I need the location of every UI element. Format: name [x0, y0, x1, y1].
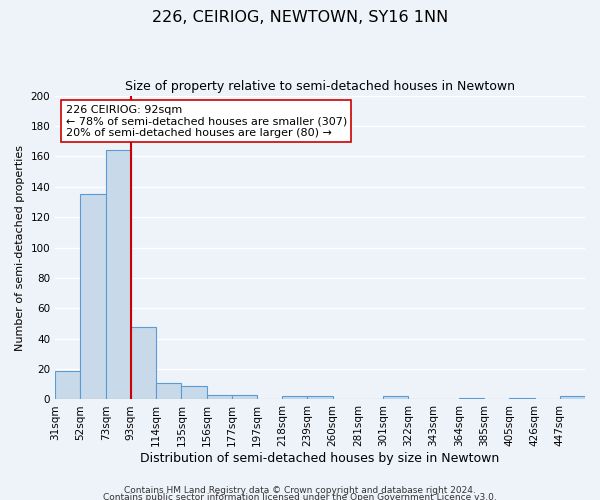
Bar	[106, 150, 131, 400]
Text: 226, CEIRIOG, NEWTOWN, SY16 1NN: 226, CEIRIOG, NEWTOWN, SY16 1NN	[152, 10, 448, 25]
Bar	[232, 395, 257, 400]
Bar	[509, 398, 535, 400]
Bar	[282, 396, 307, 400]
Bar	[459, 398, 484, 400]
Bar	[383, 396, 409, 400]
Bar	[55, 370, 80, 400]
Text: Contains public sector information licensed under the Open Government Licence v3: Contains public sector information licen…	[103, 494, 497, 500]
Bar	[80, 194, 106, 400]
Bar	[307, 396, 332, 400]
Bar	[560, 396, 585, 400]
Bar	[131, 326, 156, 400]
Bar	[206, 395, 232, 400]
Title: Size of property relative to semi-detached houses in Newtown: Size of property relative to semi-detach…	[125, 80, 515, 93]
Bar	[156, 382, 181, 400]
Text: Contains HM Land Registry data © Crown copyright and database right 2024.: Contains HM Land Registry data © Crown c…	[124, 486, 476, 495]
Text: 226 CEIRIOG: 92sqm
← 78% of semi-detached houses are smaller (307)
20% of semi-d: 226 CEIRIOG: 92sqm ← 78% of semi-detache…	[66, 104, 347, 138]
X-axis label: Distribution of semi-detached houses by size in Newtown: Distribution of semi-detached houses by …	[140, 452, 500, 465]
Bar	[181, 386, 206, 400]
Y-axis label: Number of semi-detached properties: Number of semi-detached properties	[15, 144, 25, 350]
